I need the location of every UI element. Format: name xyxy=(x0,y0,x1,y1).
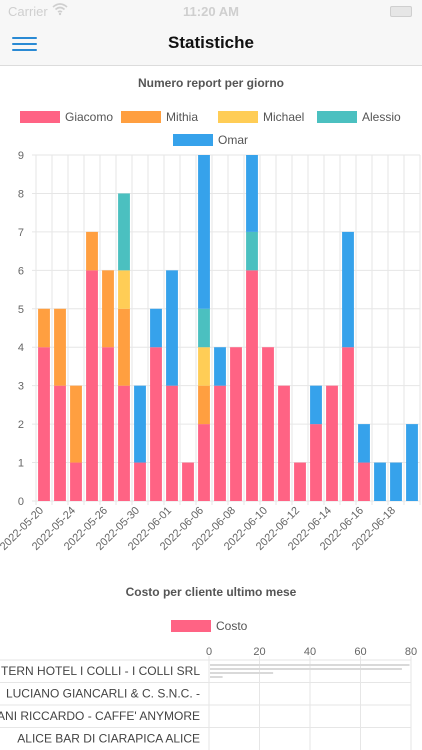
legend-item[interactable]: Mithia xyxy=(121,110,198,124)
bar-segment-giacomo xyxy=(310,424,322,501)
bar-segment-omar xyxy=(390,462,402,501)
legend-label: Alessio xyxy=(362,110,401,124)
bar-segment-alessio xyxy=(246,231,258,271)
hamburger-menu-icon[interactable] xyxy=(12,34,38,54)
category-label: ...TERN HOTEL I COLLI - I COLLI SRL xyxy=(0,664,200,678)
x-tick-label: 60 xyxy=(354,646,366,658)
bar-segment-mithia xyxy=(118,308,130,386)
bar-segment-giacomo xyxy=(278,385,290,501)
bar-segment-mithia xyxy=(198,385,210,425)
legend-swatch xyxy=(171,620,211,632)
bar-segment-giacomo xyxy=(86,270,98,501)
bar-costo xyxy=(210,668,402,670)
bar-segment-omar xyxy=(198,155,210,309)
bar-segment-giacomo xyxy=(150,347,162,501)
bar-costo xyxy=(210,664,410,666)
navigation-bar: Statistiche xyxy=(0,22,422,66)
x-tick-label: 20 xyxy=(253,646,265,658)
legend-item[interactable]: Omar xyxy=(173,133,248,147)
bar-segment-alessio xyxy=(198,308,210,348)
legend-label: Giacomo xyxy=(65,110,114,124)
legend-swatch xyxy=(20,111,60,123)
horizontal-bar-chart-costs: 0 20 40 60 80 ...TERN HOTEL I COLLI - I COLLI… xyxy=(0,646,417,750)
legend-item[interactable]: Michael xyxy=(218,110,304,124)
legend-label: Michael xyxy=(263,110,305,124)
category-label: ...ANI RICCARDO - CAFFE' ANYMORE xyxy=(0,709,200,723)
bar-segment-omar xyxy=(310,385,322,425)
legend-swatch xyxy=(173,134,213,146)
bar-segment-omar xyxy=(246,155,258,232)
legend-swatch xyxy=(218,111,258,123)
legend-label: Costo xyxy=(216,619,248,633)
bar-segment-mithia xyxy=(38,308,50,348)
bar-costo xyxy=(210,676,223,678)
y-tick-label: 7 xyxy=(18,227,24,239)
y-tick-label: 4 xyxy=(18,342,24,354)
x-tick-label: 80 xyxy=(405,646,417,658)
carrier-label: Carrier xyxy=(8,4,48,19)
y-tick-label: 5 xyxy=(18,304,24,316)
bar-segment-giacomo xyxy=(166,385,178,501)
bar-segment-giacomo xyxy=(102,347,114,501)
category-label: ALICE BAR DI CIARAPICA ALICE xyxy=(17,732,200,746)
bar-segment-giacomo xyxy=(326,385,338,501)
legend-label: Omar xyxy=(218,133,248,147)
y-tick-label: 2 xyxy=(18,419,24,431)
bar-segment-giacomo xyxy=(198,424,210,501)
bar-segment-omar xyxy=(406,424,418,501)
bar-segment-mithia xyxy=(86,231,98,271)
legend-item[interactable]: Costo xyxy=(171,619,247,633)
bar-segment-omar xyxy=(374,462,386,501)
bar-segment-giacomo xyxy=(70,462,82,501)
legend-swatch xyxy=(317,111,357,123)
bar-segment-giacomo xyxy=(118,385,130,501)
chart-title-reports: Numero report per giorno xyxy=(137,76,284,90)
bar-segment-giacomo xyxy=(214,385,226,501)
y-tick-label: 1 xyxy=(18,458,24,470)
bar-segment-giacomo xyxy=(54,385,66,501)
legend-item[interactable]: Giacomo xyxy=(20,110,113,124)
status-bar: Carrier 11:20 AM xyxy=(0,0,422,22)
bar-segment-giacomo xyxy=(358,462,370,501)
bar-segment-giacomo xyxy=(38,347,50,501)
y-tick-label: 3 xyxy=(18,381,24,393)
bar-segment-alessio xyxy=(118,193,130,271)
bar-segment-omar xyxy=(166,270,178,386)
bar-segment-mithia xyxy=(70,385,82,463)
bar-segment-mithia xyxy=(54,308,66,386)
bar-segment-omar xyxy=(150,308,162,348)
bar-segment-giacomo xyxy=(182,462,194,501)
legend-item[interactable]: Alessio xyxy=(317,110,401,124)
bar-segment-omar xyxy=(214,347,226,386)
bar-segment-giacomo xyxy=(262,347,274,501)
bar-segment-giacomo xyxy=(294,462,306,501)
stacked-bar-chart-reports: 01234567892022-05-202022-05-242022-05-26… xyxy=(0,150,421,553)
page-title: Statistiche xyxy=(168,33,254,52)
bar-costo xyxy=(210,672,274,674)
chart-title-costs: Costo per cliente ultimo mese xyxy=(125,585,297,599)
bar-segment-michael xyxy=(198,347,210,386)
bar-segment-giacomo xyxy=(230,347,242,501)
bar-segment-giacomo xyxy=(246,270,258,501)
y-tick-label: 0 xyxy=(18,496,24,508)
bar-segment-giacomo xyxy=(134,462,146,501)
y-tick-label: 9 xyxy=(18,150,24,162)
y-tick-label: 6 xyxy=(18,265,24,277)
battery-icon xyxy=(390,6,412,17)
x-tick-label: 0 xyxy=(206,646,212,658)
bar-segment-mithia xyxy=(102,270,114,348)
bar-segment-michael xyxy=(118,270,130,309)
status-time: 11:20 AM xyxy=(183,4,239,19)
legend-swatch xyxy=(121,111,161,123)
bar-segment-omar xyxy=(342,231,354,348)
bar-segment-omar xyxy=(134,385,146,463)
bar-segment-giacomo xyxy=(342,347,354,501)
category-label: LUCIANO GIANCARLI & C. S.N.C. - xyxy=(6,687,200,701)
legend-label: Mithia xyxy=(166,110,199,124)
wifi-icon xyxy=(52,2,68,19)
x-tick-label: 40 xyxy=(304,646,316,658)
bar-segment-omar xyxy=(358,424,370,463)
y-tick-label: 8 xyxy=(18,188,24,200)
